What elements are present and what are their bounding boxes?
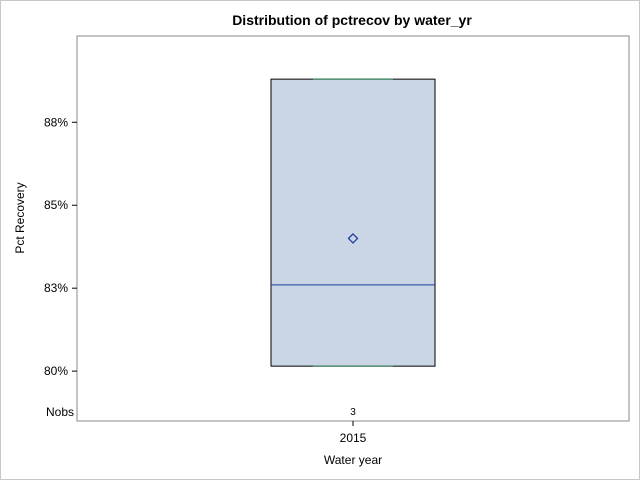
y-axis-label: Pct Recovery [13,182,27,253]
box-body [270,78,436,367]
y-tick-label: 85% [44,198,68,212]
nobs-value: 3 [350,407,356,418]
y-axis: 80% 83% 85% 88% [44,115,77,378]
x-axis-label: Water year [324,453,382,467]
x-tick-label: 2015 [340,431,367,445]
x-axis: 2015 [340,421,367,445]
box-group: 3 [270,78,436,418]
nobs-label: Nobs [46,405,74,419]
y-tick-label: 88% [44,115,68,129]
mean-marker [347,232,359,244]
chart-title: Distribution of pctrecov by water_yr [232,12,472,28]
y-tick-label: 80% [44,364,68,378]
y-tick-label: 83% [44,281,68,295]
